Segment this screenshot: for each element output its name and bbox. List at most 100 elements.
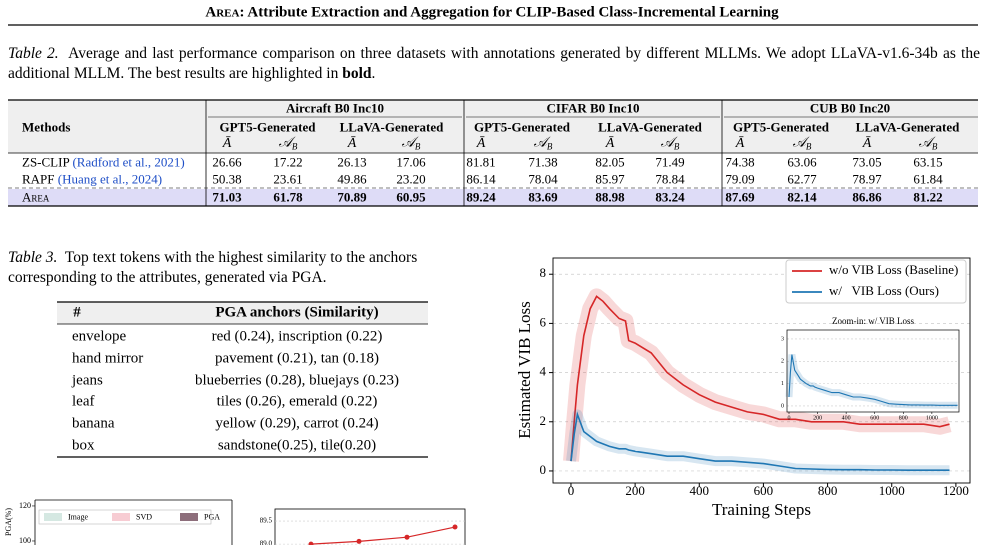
table2-caption: Table 2. Average and last performance co… bbox=[8, 44, 980, 84]
legend-label: Image bbox=[68, 512, 88, 521]
x-tick-label: 800 bbox=[818, 483, 838, 498]
header-title: : Attribute Extraction and Aggregation f… bbox=[239, 4, 779, 21]
inset-frame bbox=[786, 329, 960, 413]
column-header: # bbox=[73, 304, 81, 321]
table3-caption: Table 3. Top text tokens with the highes… bbox=[8, 248, 448, 288]
header-acronym: Area bbox=[205, 4, 240, 21]
table-cell: 49.86 bbox=[337, 171, 367, 187]
metric-symbol: Ā bbox=[476, 136, 486, 151]
metric-symbol: 𝒜 bbox=[660, 135, 674, 151]
column-header: PGA anchors (Similarity) bbox=[215, 304, 379, 321]
table-cell: 17.22 bbox=[273, 154, 303, 170]
x-tick-label: 800 bbox=[899, 415, 908, 421]
table-cell: 78.84 bbox=[655, 171, 685, 187]
anchor-cell: sandstone(0.25), tile(0.20) bbox=[217, 437, 377, 454]
x-axis-label: Training Steps bbox=[712, 500, 811, 519]
metric-header: 𝒜B bbox=[660, 135, 680, 152]
table-cell: 78.04 bbox=[528, 171, 558, 187]
table-cell: 85.97 bbox=[595, 171, 625, 187]
y-axis-label: Estimated VIB Loss bbox=[515, 301, 534, 439]
metric-subscript: B bbox=[414, 141, 421, 152]
attribute-cell: envelope bbox=[72, 328, 127, 345]
caption-text: Average and last performance comparison … bbox=[8, 45, 980, 82]
x-tick-label: 600 bbox=[754, 483, 774, 498]
plot-frame bbox=[552, 257, 971, 484]
series-line bbox=[570, 295, 950, 462]
table-cell: 71.49 bbox=[655, 154, 685, 170]
metric-subscript: B bbox=[673, 141, 680, 152]
citation-link: (Huang et al., 2024) bbox=[57, 171, 163, 187]
y-axis-label: PGA(%) bbox=[4, 508, 13, 536]
legend-swatch bbox=[180, 513, 198, 521]
y-tick-label: 0 bbox=[540, 462, 547, 477]
series-line bbox=[570, 411, 950, 471]
dataset-header: CUB B0 Inc20 bbox=[809, 100, 891, 116]
table-cell: 73.05 bbox=[852, 154, 882, 170]
method-name: ZS-CLIP bbox=[22, 154, 70, 170]
metric-header: 𝒜B bbox=[401, 135, 421, 152]
metric-header: Ā bbox=[348, 137, 357, 151]
table-cell: 63.15 bbox=[913, 154, 943, 170]
metric-symbol: Ā bbox=[735, 136, 745, 151]
x-tick-label: 0 bbox=[568, 483, 575, 498]
method-cell: Area bbox=[22, 191, 49, 204]
table-cell: 60.95 bbox=[396, 189, 426, 205]
caption-label: Table 3. bbox=[8, 249, 58, 266]
table-cell: 81.81 bbox=[466, 154, 496, 170]
header-background bbox=[8, 100, 978, 153]
attribute-cell: box bbox=[72, 437, 95, 454]
table-cell: 74.38 bbox=[725, 154, 755, 170]
highlight-background bbox=[8, 189, 978, 206]
y-tick-label: 3 bbox=[781, 336, 784, 342]
table-cell: 50.38 bbox=[212, 171, 242, 187]
legend-label: SVD bbox=[136, 512, 152, 521]
metric-header: 𝒜B bbox=[534, 136, 553, 152]
metric-symbol: Ā bbox=[347, 136, 357, 151]
metric-subscript: B bbox=[291, 141, 298, 152]
table-cell: 17.06 bbox=[396, 154, 426, 170]
x-tick-label: 200 bbox=[813, 415, 822, 421]
dataset-header: CIFAR B0 Inc10 bbox=[546, 100, 640, 116]
table-cell: 23.61 bbox=[273, 171, 303, 187]
anchor-cell: tiles (0.26), emerald (0.22) bbox=[216, 393, 378, 410]
dataset-header: Aircraft B0 Inc10 bbox=[286, 100, 384, 116]
legend-box bbox=[785, 259, 967, 304]
table-cell: 71.03 bbox=[212, 189, 242, 205]
table-cell: 23.20 bbox=[396, 171, 426, 187]
table-cell: 81.22 bbox=[913, 189, 943, 205]
table-cell: 83.69 bbox=[528, 189, 558, 205]
inset-title: Zoom-in: w/ VIB Loss bbox=[832, 316, 915, 326]
x-tick-label: 600 bbox=[870, 415, 879, 421]
table-cell: 63.06 bbox=[787, 154, 817, 170]
metric-header: Ā bbox=[223, 137, 232, 151]
table-cell: 61.78 bbox=[273, 189, 303, 205]
x-tick-label: 0 bbox=[788, 415, 791, 421]
table-cell: 26.13 bbox=[337, 154, 367, 170]
attribute-cell: banana bbox=[72, 415, 115, 432]
metric-symbol: Ā bbox=[862, 136, 872, 151]
metric-subscript: B bbox=[546, 141, 553, 152]
caption-bold: bold bbox=[342, 65, 372, 82]
metric-symbol: 𝒜 bbox=[401, 135, 415, 151]
y-tick-label: 2 bbox=[540, 413, 547, 428]
table-cell: 87.69 bbox=[725, 189, 755, 205]
caption-label: Table 2. bbox=[8, 45, 59, 62]
metric-symbol: Ā bbox=[222, 136, 232, 151]
table-cell: 71.38 bbox=[528, 154, 558, 170]
table-cell: 70.89 bbox=[337, 189, 367, 205]
table-cell: 26.66 bbox=[212, 154, 242, 170]
citation-link: (Radford et al., 2021) bbox=[72, 154, 185, 170]
legend-label: w/ VIB Loss (Ours) bbox=[829, 283, 939, 298]
table-cell: 83.24 bbox=[655, 189, 685, 205]
metric-header: Ā bbox=[736, 137, 745, 151]
legend-label: w/o VIB Loss (Baseline) bbox=[829, 262, 958, 277]
x-tick-label: 1000 bbox=[879, 483, 905, 498]
anchor-cell: yellow (0.29), carrot (0.24) bbox=[215, 415, 379, 432]
metric-symbol: 𝒜 bbox=[792, 135, 806, 151]
metric-symbol: Ā bbox=[605, 136, 615, 151]
table-cell: 79.09 bbox=[725, 171, 755, 187]
generator-header: LLaVA-Generated bbox=[598, 119, 702, 135]
column-header: Methods bbox=[22, 119, 71, 135]
table-cell: 86.14 bbox=[466, 171, 496, 187]
